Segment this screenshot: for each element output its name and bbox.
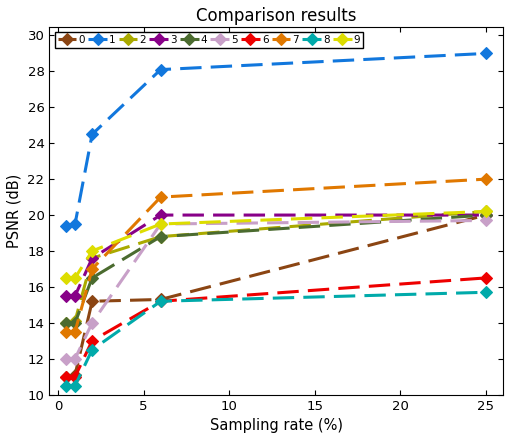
- 9: [72, 275, 78, 281]
- 4: [63, 320, 69, 326]
- 4: [72, 320, 78, 326]
- 3: [63, 293, 69, 298]
- Line: 5: 5: [62, 216, 489, 363]
- 3: [72, 293, 78, 298]
- 9: [63, 275, 69, 281]
- 8: [63, 383, 69, 388]
- 9: [157, 221, 163, 227]
- 8: [157, 299, 163, 304]
- 9: [89, 248, 95, 253]
- 6: [482, 275, 488, 281]
- 5: [89, 320, 95, 326]
- 8: [89, 347, 95, 352]
- Line: 1: 1: [62, 49, 489, 230]
- 2: [89, 256, 95, 261]
- 1: [72, 221, 78, 227]
- Legend: 0, 1, 2, 3, 4, 5, 6, 7, 8, 9: 0, 1, 2, 3, 4, 5, 6, 7, 8, 9: [54, 32, 363, 48]
- Line: 6: 6: [62, 274, 489, 381]
- Line: 4: 4: [62, 211, 489, 327]
- 5: [157, 221, 163, 227]
- 4: [157, 234, 163, 239]
- Line: 9: 9: [62, 207, 489, 282]
- 7: [157, 194, 163, 200]
- Line: 3: 3: [62, 211, 489, 300]
- 7: [482, 176, 488, 182]
- 8: [482, 290, 488, 295]
- 7: [72, 329, 78, 334]
- 7: [63, 329, 69, 334]
- Line: 0: 0: [62, 211, 489, 381]
- X-axis label: Sampling rate (%): Sampling rate (%): [209, 418, 342, 433]
- 8: [72, 383, 78, 388]
- 1: [157, 67, 163, 72]
- 7: [89, 266, 95, 271]
- 0: [482, 213, 488, 218]
- Line: 8: 8: [62, 288, 489, 390]
- 2: [157, 234, 163, 239]
- 6: [89, 338, 95, 343]
- Title: Comparison results: Comparison results: [195, 7, 356, 25]
- 6: [72, 374, 78, 379]
- 5: [72, 356, 78, 361]
- 2: [72, 319, 78, 324]
- 4: [482, 213, 488, 218]
- 6: [63, 374, 69, 379]
- Line: 2: 2: [62, 207, 489, 327]
- 9: [482, 209, 488, 214]
- 3: [482, 213, 488, 218]
- 5: [63, 356, 69, 361]
- Line: 7: 7: [62, 175, 489, 336]
- 3: [157, 213, 163, 218]
- 6: [157, 299, 163, 304]
- 3: [89, 256, 95, 261]
- 1: [63, 223, 69, 228]
- Y-axis label: PSNR (dB): PSNR (dB): [7, 173, 22, 248]
- 0: [157, 297, 163, 302]
- 2: [482, 209, 488, 214]
- 0: [63, 374, 69, 379]
- 5: [482, 218, 488, 223]
- 2: [63, 320, 69, 326]
- 0: [72, 372, 78, 378]
- 1: [89, 132, 95, 137]
- 0: [89, 299, 95, 304]
- 4: [89, 275, 95, 281]
- 1: [482, 51, 488, 56]
